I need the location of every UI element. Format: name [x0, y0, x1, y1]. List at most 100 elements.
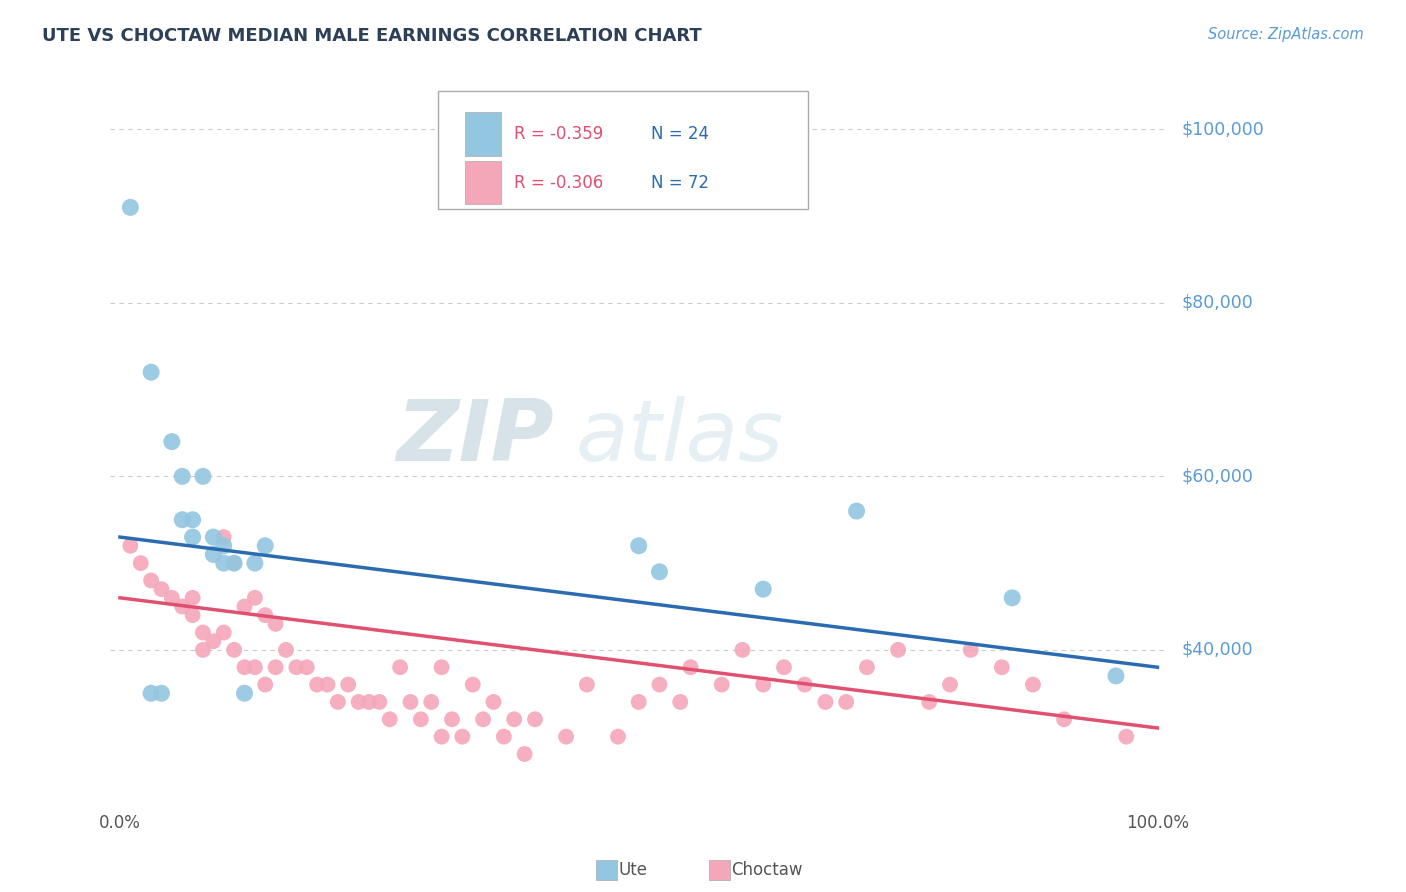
Point: [212, 539, 235, 553]
Point: [513, 747, 536, 761]
Point: [472, 712, 495, 726]
Point: [731, 643, 754, 657]
Point: [627, 539, 650, 553]
Point: [752, 677, 775, 691]
Point: [243, 556, 266, 570]
Text: atlas: atlas: [575, 396, 783, 479]
Point: [202, 634, 225, 648]
Point: [555, 730, 578, 744]
Point: [420, 695, 443, 709]
Point: [316, 677, 339, 691]
Point: [378, 712, 401, 726]
Point: [451, 730, 474, 744]
Text: UTE VS CHOCTAW MEDIAN MALE EARNINGS CORRELATION CHART: UTE VS CHOCTAW MEDIAN MALE EARNINGS CORR…: [42, 27, 702, 45]
Text: R = -0.359: R = -0.359: [513, 125, 603, 143]
Point: [1022, 677, 1045, 691]
Point: [1001, 591, 1024, 605]
Point: [959, 643, 981, 657]
Point: [752, 582, 775, 596]
Point: [224, 643, 246, 657]
Point: [307, 677, 329, 691]
Point: [793, 677, 815, 691]
Point: [409, 712, 432, 726]
Text: $60,000: $60,000: [1181, 467, 1254, 485]
Text: $100,000: $100,000: [1181, 120, 1264, 138]
Point: [679, 660, 702, 674]
FancyBboxPatch shape: [465, 161, 501, 204]
Point: [669, 695, 692, 709]
Text: Ute: Ute: [619, 861, 648, 879]
Point: [212, 530, 235, 544]
Point: [212, 625, 235, 640]
Point: [212, 556, 235, 570]
Point: [440, 712, 463, 726]
Point: [399, 695, 422, 709]
Point: [285, 660, 308, 674]
Point: [181, 591, 204, 605]
Point: [389, 660, 412, 674]
Point: [814, 695, 837, 709]
Point: [368, 695, 391, 709]
Point: [264, 660, 287, 674]
Text: Choctaw: Choctaw: [731, 861, 803, 879]
Point: [172, 469, 194, 483]
Point: [1053, 712, 1076, 726]
Text: Source: ZipAtlas.com: Source: ZipAtlas.com: [1208, 27, 1364, 42]
Point: [150, 686, 173, 700]
Point: [233, 660, 256, 674]
FancyBboxPatch shape: [465, 112, 501, 156]
Point: [845, 504, 868, 518]
Point: [1115, 730, 1137, 744]
Point: [430, 730, 453, 744]
Point: [202, 530, 225, 544]
Point: [224, 556, 246, 570]
Point: [503, 712, 526, 726]
Point: [191, 643, 214, 657]
Point: [120, 200, 142, 214]
Point: [254, 677, 277, 691]
Point: [224, 556, 246, 570]
Point: [139, 686, 162, 700]
Point: [264, 616, 287, 631]
Text: ZIP: ZIP: [396, 396, 554, 479]
Text: N = 24: N = 24: [651, 125, 710, 143]
Point: [482, 695, 505, 709]
Point: [139, 365, 162, 379]
Point: [120, 539, 142, 553]
FancyBboxPatch shape: [437, 91, 808, 209]
Point: [150, 582, 173, 596]
Point: [773, 660, 796, 674]
Point: [160, 591, 183, 605]
Text: R = -0.306: R = -0.306: [513, 174, 603, 192]
Point: [181, 608, 204, 623]
Point: [357, 695, 380, 709]
Point: [233, 686, 256, 700]
Point: [991, 660, 1014, 674]
Point: [243, 660, 266, 674]
Point: [233, 599, 256, 614]
Point: [523, 712, 546, 726]
Point: [1105, 669, 1128, 683]
Point: [274, 643, 297, 657]
Point: [160, 434, 183, 449]
Text: $80,000: $80,000: [1181, 293, 1254, 312]
Point: [648, 565, 671, 579]
Point: [191, 625, 214, 640]
Text: N = 72: N = 72: [651, 174, 710, 192]
Point: [607, 730, 630, 744]
Point: [254, 539, 277, 553]
Point: [648, 677, 671, 691]
Point: [326, 695, 349, 709]
Point: [627, 695, 650, 709]
Point: [295, 660, 318, 674]
Point: [710, 677, 733, 691]
Point: [939, 677, 962, 691]
Point: [337, 677, 360, 691]
Point: [181, 513, 204, 527]
Point: [575, 677, 598, 691]
Point: [243, 591, 266, 605]
Point: [887, 643, 910, 657]
Point: [172, 513, 194, 527]
Point: [918, 695, 941, 709]
Point: [430, 660, 453, 674]
